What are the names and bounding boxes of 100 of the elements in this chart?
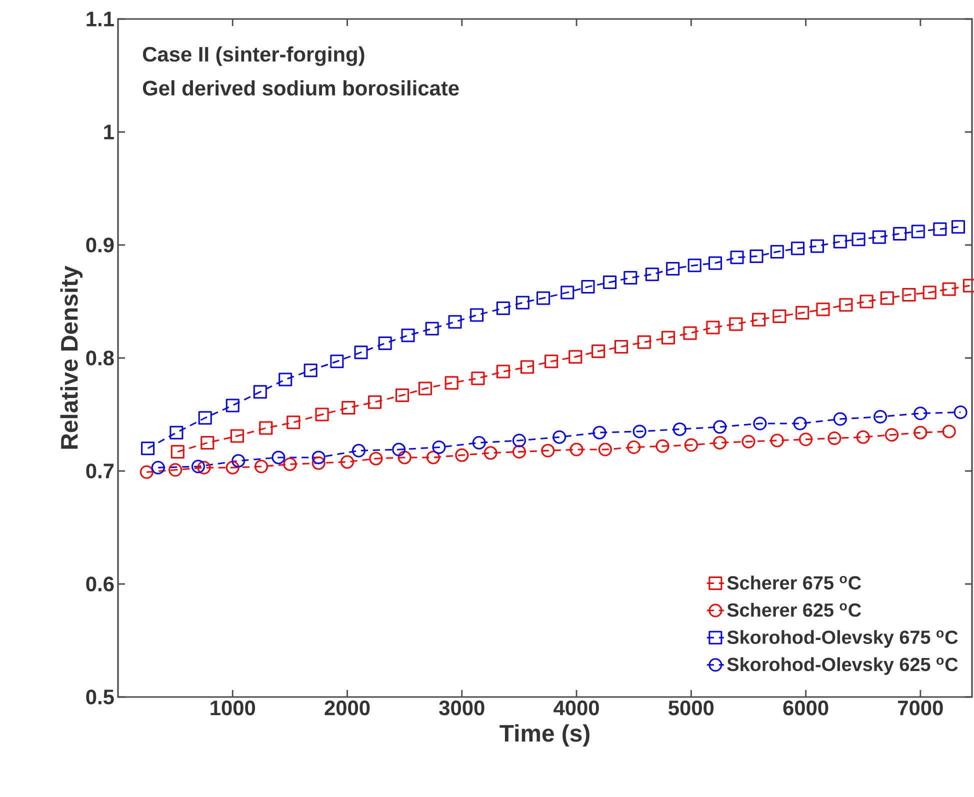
point [885, 428, 899, 442]
annotation: Case II (sinter-forging) [142, 46, 364, 66]
point [516, 296, 530, 310]
point [230, 429, 244, 443]
point [455, 448, 469, 462]
point [872, 230, 886, 244]
point [496, 364, 510, 378]
point [259, 421, 273, 435]
point [151, 460, 165, 474]
point [232, 454, 246, 468]
point [304, 364, 318, 378]
point [688, 258, 702, 272]
point [312, 450, 326, 464]
point [198, 411, 212, 425]
point [666, 262, 680, 276]
point [852, 232, 866, 246]
point [352, 444, 366, 458]
point [278, 372, 292, 386]
point [624, 271, 638, 285]
point [253, 385, 267, 399]
point [226, 460, 240, 474]
point [286, 416, 300, 430]
point [708, 256, 722, 270]
point [627, 440, 641, 454]
point [254, 460, 268, 474]
point [833, 234, 847, 248]
point [684, 438, 698, 452]
annotation: Gel derived sodium borosilicate [142, 80, 459, 96]
legend-label: Scherer 625 $^{o}$C [727, 602, 862, 617]
point [856, 430, 870, 444]
point [799, 432, 813, 446]
x-tick-label: 5000 [668, 700, 714, 716]
point [378, 336, 392, 350]
point [471, 372, 485, 386]
point [742, 434, 756, 448]
legend-label: Skorohod-Olevsky 625 $^{o}$C [727, 657, 958, 675]
point [283, 457, 297, 471]
point [637, 335, 651, 349]
point [392, 442, 406, 456]
point [496, 302, 510, 316]
point [398, 450, 412, 464]
point [560, 286, 574, 300]
point [226, 398, 240, 412]
point [914, 426, 928, 440]
point [752, 312, 766, 326]
point [911, 224, 925, 238]
point [191, 460, 205, 474]
point [810, 239, 824, 253]
point [922, 286, 936, 300]
point [197, 460, 211, 474]
legend-label: Skorohod-Olevsky 675 $^{o}$C [727, 630, 958, 648]
y-axis-title: Relative Density [60, 266, 83, 449]
point [753, 416, 767, 430]
point [552, 430, 566, 444]
point [272, 450, 286, 464]
point [942, 282, 956, 296]
point [330, 354, 344, 368]
y-tick-label: 1 [104, 124, 114, 140]
point [893, 226, 907, 240]
point [140, 465, 154, 479]
point [444, 376, 458, 390]
point [396, 388, 410, 402]
point [874, 410, 888, 424]
point [448, 315, 462, 329]
point [340, 455, 354, 469]
point [706, 320, 720, 334]
point [418, 382, 432, 396]
x-tick-label: 6000 [783, 700, 828, 716]
y-tick-label: 0.5 [86, 690, 114, 704]
point [772, 309, 786, 323]
point [312, 456, 326, 470]
point [770, 434, 784, 448]
point [645, 268, 659, 282]
point [661, 330, 675, 344]
point [592, 344, 606, 358]
point [342, 400, 356, 414]
point [942, 424, 956, 438]
point [369, 452, 383, 466]
point [570, 442, 584, 456]
point [598, 442, 612, 456]
point [520, 360, 534, 374]
point [401, 328, 415, 342]
point [729, 317, 743, 331]
x-tick-label: 4000 [554, 700, 599, 716]
point [796, 306, 810, 320]
point [541, 444, 555, 458]
point [484, 446, 498, 460]
y-tick-label: 1.1 [86, 12, 114, 26]
point [902, 288, 916, 302]
point [512, 434, 526, 448]
x-tick-label: 3000 [439, 700, 484, 716]
point [425, 322, 439, 336]
legend-label: Scherer 675 $^{o}$C [727, 576, 862, 590]
point [200, 436, 214, 450]
point [828, 431, 842, 445]
point [816, 302, 830, 316]
point [839, 298, 853, 312]
point [632, 424, 646, 438]
point [141, 442, 155, 456]
point [536, 291, 550, 305]
